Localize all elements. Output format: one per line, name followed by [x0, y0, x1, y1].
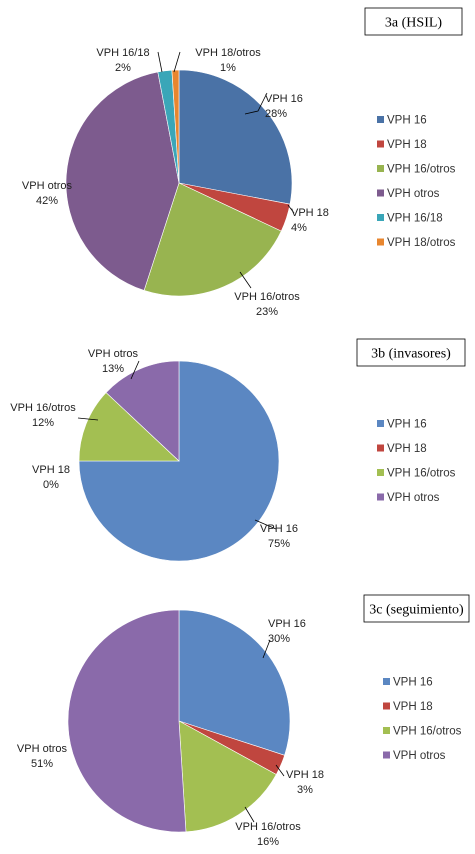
chart-1-label-value-vph-16-18: 2%: [115, 62, 131, 74]
chart-3-label-name-vph-18: VPH 18: [286, 769, 324, 781]
chart-2-label-name-vph-otros: VPH otros: [88, 348, 139, 360]
chart-3-label-value-vph-16-otros: 16%: [257, 836, 279, 848]
chart-1-legend-label-vph-18-otros: VPH 18/otros: [387, 237, 456, 249]
chart-1-slice-vph-16-otros: [143, 182, 282, 297]
chart-1-legend-swatch-vph-18-otros: [377, 238, 384, 246]
chart-1-legend-swatch-vph-16-otros: [377, 165, 384, 172]
chart-3-label-value-vph-otros: 51%: [31, 758, 53, 770]
chart-2-label-value-vph-18: 0%: [43, 479, 59, 491]
chart-2-label-name-vph-16-otros: VPH 16/otros: [10, 402, 76, 414]
chart-3-slice-vph-16: [178, 609, 291, 756]
chart-2-legend-swatch-vph-16-otros: [377, 469, 384, 476]
chart-3-title: 3c (seguimiento): [369, 603, 464, 618]
chart-1-leader-vph-16-18: [157, 51, 163, 73]
chart-3-title-box: [363, 594, 470, 623]
chart-3-leader-vph-18: [275, 764, 285, 777]
chart-2-leader-vph-16-otros: [77, 417, 99, 421]
chart-1-legend: VPH 16 VPH 18 VPH 16/otros VPH otros VPH 16/…: [377, 115, 456, 249]
chart-1-slice-vph-18-otros: [171, 69, 180, 184]
chart-2-title-box: [356, 338, 466, 367]
chart-1-label-name-vph-16-otros: VPH 16/otros: [234, 291, 300, 303]
chart-2-leader-vph-16: [254, 519, 277, 530]
chart-3-legend: VPH 16 VPH 18 VPH 16/otros VPH otros: [383, 677, 462, 762]
chart-3-legend-label-vph-otros: VPH otros: [393, 750, 446, 762]
chart-1-title-box: [364, 7, 463, 36]
chart-2-slice-vph-otros: [105, 360, 180, 462]
chart-2-label-value-vph-16: 75%: [268, 538, 290, 550]
chart-1-label-name-vph-16-18: VPH 16/18: [96, 47, 149, 59]
chart-1-label-value-vph-18: 4%: [291, 222, 307, 234]
chart-2-legend: VPH 16 VPH 18 VPH 16/otros VPH otros: [377, 419, 456, 504]
chart-1-legend-label-vph-otros: VPH otros: [387, 188, 440, 200]
chart-2: 3b (invasores) VPH 16 75% VPH 18 0% VPH 16/ot…: [10, 338, 466, 562]
chart-2-label-name-vph-18: VPH 18: [32, 464, 70, 476]
chart-1-label-value-vph-16-otros: 23%: [256, 306, 278, 318]
chart-3-legend-label-vph-18: VPH 18: [393, 701, 433, 713]
chart-2-label-name-vph-16: VPH 16: [260, 523, 298, 535]
chart-1-legend-swatch-vph-18: [377, 140, 384, 148]
chart-2-label-value-vph-otros: 13%: [102, 363, 124, 375]
chart-1-legend-label-vph-18: VPH 18: [387, 139, 427, 151]
chart-1-slice-vph-otros: [65, 71, 180, 291]
chart-1-title: 3a (HSIL): [385, 16, 442, 31]
chart-3-leader-vph-16: [262, 639, 271, 659]
chart-1-legend-label-vph-16: VPH 16: [387, 115, 427, 127]
chart-1-legend-swatch-vph-16: [377, 116, 384, 123]
chart-3-legend-swatch-vph-16: [383, 678, 390, 685]
chart-1-label-value-vph-16: 28%: [265, 108, 287, 120]
chart-3-label-name-vph-16: VPH 16: [268, 618, 306, 630]
chart-1-label-name-vph-18: VPH 18: [291, 207, 329, 219]
chart-1-leader-vph-18: [287, 204, 295, 214]
chart-2-legend-swatch-vph-16: [377, 420, 384, 427]
chart-2-legend-label-vph-18: VPH 18: [387, 443, 427, 455]
chart-3-slice-vph-16-otros: [178, 720, 277, 833]
chart-3-label-name-vph-16-otros: VPH 16/otros: [235, 821, 301, 833]
chart-1-leader-vph-16: [244, 92, 268, 115]
chart-1-leader-vph-16-otros: [239, 271, 252, 289]
chart-1: 3a (HSIL) VPH 16 28% VPH 18 4% VPH 16/otros 23…: [22, 7, 463, 318]
chart-2-legend-label-vph-otros: VPH otros: [387, 492, 440, 504]
chart-3-label-value-vph-18: 3%: [297, 784, 313, 796]
chart-3-legend-swatch-vph-otros: [383, 751, 390, 759]
chart-3-legend-swatch-vph-18: [383, 702, 390, 710]
chart-1-label-name-vph-otros: VPH otros: [22, 180, 73, 192]
chart-3: 3c (seguimiento) VPH 16 30% VPH 18 3% VPH 16/…: [17, 594, 470, 848]
chart-3-label-value-vph-16: 30%: [268, 633, 290, 645]
chart-3-legend-label-vph-16-otros: VPH 16/otros: [393, 726, 462, 738]
chart-1-label-name-vph-16: VPH 16: [265, 93, 303, 105]
chart-2-leader-vph-otros: [130, 360, 140, 380]
chart-3-legend-label-vph-16: VPH 16: [393, 677, 433, 689]
chart-3-label-name-vph-otros: VPH otros: [17, 743, 68, 755]
chart-2-title: 3b (invasores): [371, 347, 451, 362]
chart-3-legend-swatch-vph-16-otros: [383, 727, 390, 734]
chart-1-legend-swatch-vph-16-18: [377, 214, 384, 221]
chart-2-legend-swatch-vph-otros: [377, 493, 384, 501]
chart-1-label-value-vph-otros: 42%: [36, 195, 58, 207]
chart-3-leader-vph-16-otros: [244, 806, 255, 823]
chart-2-legend-label-vph-16: VPH 16: [387, 419, 427, 431]
chart-2-slice-vph-16-otros: [78, 392, 180, 462]
chart-1-leader-vph-18-otros: [173, 51, 181, 73]
chart-2-legend-label-vph-16-otros: VPH 16/otros: [387, 468, 456, 480]
chart-1-label-name-vph-18-otros: VPH 18/otros: [195, 47, 261, 59]
chart-1-legend-label-vph-16-otros: VPH 16/otros: [387, 164, 456, 176]
chart-1-legend-label-vph-16-18: VPH 16/18: [387, 213, 443, 225]
chart-2-label-value-vph-16-otros: 12%: [32, 417, 54, 429]
chart-1-label-value-vph-18-otros: 1%: [220, 62, 236, 74]
chart-1-slice-vph-16: [178, 69, 293, 205]
chart-2-legend-swatch-vph-18: [377, 444, 384, 452]
chart-1-legend-swatch-vph-otros: [377, 189, 384, 197]
chart-3-slice-vph-otros: [67, 609, 187, 833]
